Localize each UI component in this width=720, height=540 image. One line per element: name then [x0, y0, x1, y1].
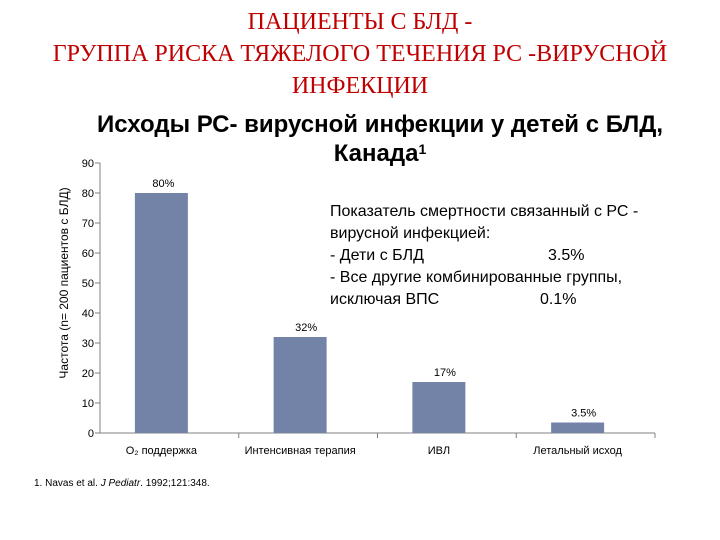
- slide-title-line-2: ГРУППА РИСКА ТЯЖЕЛОГО ТЕЧЕНИЯ РС -ВИРУСН…: [52, 41, 668, 67]
- y-tick-label: 40: [82, 308, 94, 320]
- x-category-label: Летальный исход: [533, 445, 622, 457]
- footnote-suffix: . 1992;121:348.: [140, 478, 210, 489]
- annotation-heading-1: Показатель смертности связанный с РС -: [330, 203, 639, 220]
- chart-title-footnote-ref: 1: [418, 141, 427, 157]
- slide-title: ПАЦИЕНТЫ С БЛД - ГРУППА РИСКА ТЯЖЕЛОГО Т…: [0, 6, 720, 102]
- annotation-row-1-value: 3.5%: [548, 247, 585, 264]
- bar: [134, 193, 188, 433]
- footnote-journal: J Pediatr: [100, 478, 141, 489]
- y-tick-label: 60: [82, 248, 94, 260]
- chart-title-line-2: Канада: [333, 140, 419, 167]
- annotation-row-3-value: 0.1%: [540, 291, 577, 308]
- bar-data-label: 32%: [295, 322, 317, 334]
- bar-data-label: 80%: [152, 178, 174, 190]
- y-tick-label: 0: [88, 428, 94, 440]
- annotation-row-2-label: - Все другие комбинированные группы,: [330, 269, 623, 286]
- footnote-prefix: 1. Navas et al.: [34, 478, 101, 489]
- y-tick-label: 10: [82, 398, 94, 410]
- y-axis-label: Частота (n= 200 пациентов с БЛД): [57, 187, 71, 378]
- chart-title-line-1: Исходы РС- вирусной инфекции у детей с Б…: [96, 111, 663, 138]
- slide-title-line-3: ИНФЕКЦИИ: [291, 73, 429, 99]
- annotation-heading-2: вирусной инфекцией:: [330, 225, 491, 242]
- annotation-row-3-label: исключая ВПС: [330, 291, 440, 308]
- bar: [412, 382, 466, 433]
- x-category-label: ИВЛ: [428, 445, 450, 457]
- y-tick-label: 70: [82, 218, 94, 230]
- annotation-row-1-label: - Дети с БЛД: [330, 247, 424, 264]
- bar-data-label: 17%: [434, 367, 456, 379]
- footnote: 1. Navas et al. J Pediatr. 1992;121:348.: [34, 478, 210, 489]
- slide-title-line-1: ПАЦИЕНТЫ С БЛД -: [247, 9, 473, 35]
- bar: [551, 422, 605, 433]
- x-category-label: O₂ поддержка: [126, 445, 198, 457]
- y-tick-label: 30: [82, 338, 94, 350]
- chart-title: Исходы РС- вирусной инфекции у детей с Б…: [40, 110, 720, 168]
- bar-data-label: 3.5%: [571, 408, 596, 420]
- y-tick-label: 20: [82, 368, 94, 380]
- y-tick-label: 90: [82, 158, 94, 170]
- y-tick-label: 80: [82, 188, 94, 200]
- y-tick-label: 50: [82, 278, 94, 290]
- bar: [273, 337, 327, 433]
- x-category-label: Интенсивная терапия: [245, 445, 356, 457]
- mortality-annotation: Показатель смертности связанный с РС - в…: [330, 201, 690, 311]
